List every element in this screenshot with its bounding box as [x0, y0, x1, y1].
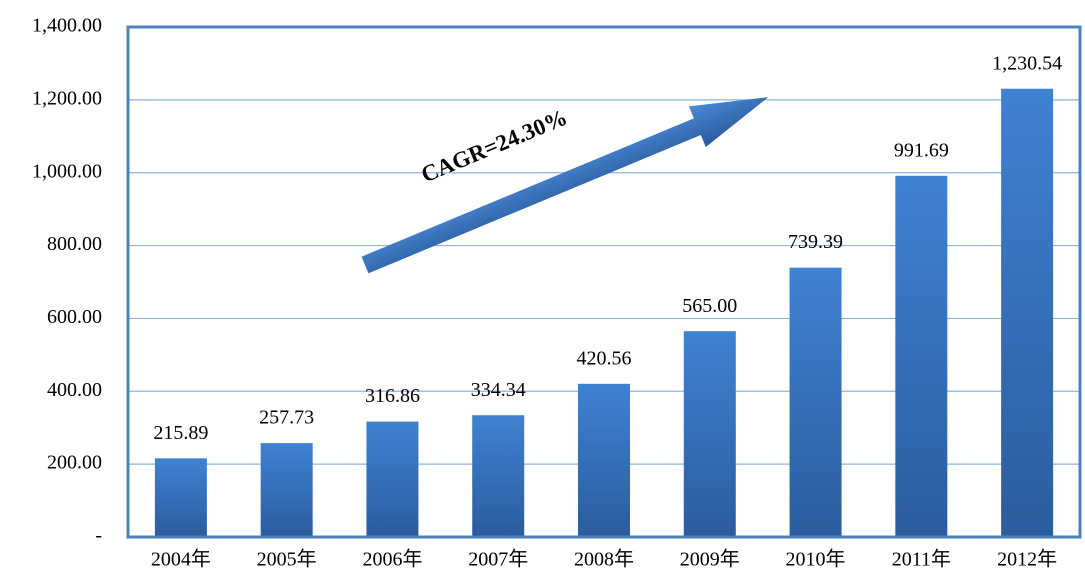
plot-frame — [126, 25, 1082, 539]
data-label: 316.86 — [365, 385, 420, 407]
data-label: 565.00 — [682, 295, 737, 317]
y-tick-label: 600.00 — [47, 306, 102, 328]
x-tick-label: 2011年 — [892, 548, 951, 571]
bar — [683, 331, 736, 537]
x-tick-label: 2010年 — [786, 548, 846, 571]
bar — [472, 415, 525, 537]
bar — [366, 421, 419, 537]
x-tick-label: 2009年 — [680, 548, 740, 571]
data-label: 420.56 — [577, 347, 632, 369]
bar — [578, 383, 630, 537]
x-tick-label: 2008年 — [574, 548, 634, 571]
bars — [154, 88, 1054, 537]
bar — [260, 443, 313, 537]
y-tick-label: 1,000.00 — [32, 160, 102, 182]
data-label: 739.39 — [788, 231, 843, 253]
data-label: 991.69 — [894, 139, 949, 161]
y-tick-label: 1,200.00 — [32, 87, 102, 109]
bar — [1001, 88, 1054, 537]
data-label: 334.34 — [471, 379, 526, 401]
bar — [895, 175, 948, 537]
data-label: 257.73 — [259, 407, 314, 429]
data-label: 215.89 — [153, 422, 208, 444]
data-label: 1,230.54 — [992, 52, 1062, 74]
y-tick-label: 1,400.00 — [32, 15, 102, 37]
y-tick-label: 800.00 — [47, 233, 102, 255]
cagr-annotation: CAGR=24.30% — [418, 105, 571, 188]
trend-arrow — [361, 97, 769, 274]
y-tick-label: 400.00 — [47, 379, 102, 401]
y-tick-label: 200.00 — [47, 452, 102, 474]
x-tick-label: 2006年 — [362, 548, 422, 571]
bar — [789, 267, 842, 537]
x-tick-label: 2007年 — [468, 548, 528, 571]
x-tick-label: 2012年 — [997, 548, 1057, 571]
x-tick-label: 2004年 — [151, 548, 211, 571]
y-tick-label: - — [95, 525, 102, 547]
bar — [154, 458, 207, 537]
x-tick-label: 2005年 — [257, 548, 317, 571]
